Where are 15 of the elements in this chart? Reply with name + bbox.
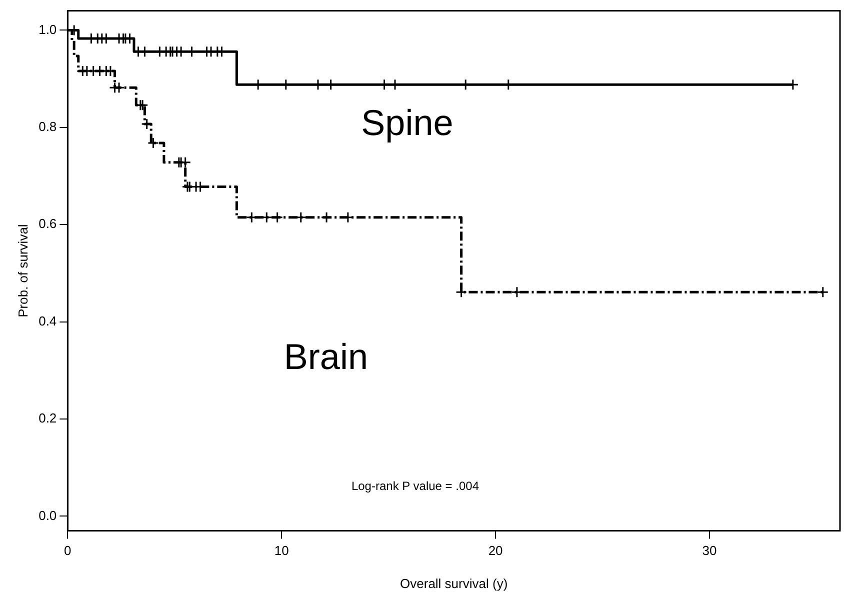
- annotation: Log-rank P value = .004: [351, 479, 480, 494]
- x-tick-label: 30: [702, 542, 717, 558]
- y-tick-label: 0.6: [38, 216, 57, 232]
- x-tick-label: 0: [64, 542, 72, 558]
- y-tick-label: 0.2: [38, 410, 57, 426]
- x-axis-title: Overall survival (y): [400, 576, 508, 591]
- x-tick-label: 20: [488, 542, 503, 558]
- y-tick-label: 0.4: [38, 313, 57, 328]
- y-tick-label: 0.0: [38, 508, 57, 523]
- y-tick-label: 0.8: [38, 119, 57, 134]
- y-tick-label: 1.0: [38, 22, 57, 37]
- series-label: Spine: [361, 102, 454, 144]
- y-axis-title: Prob. of survival: [15, 224, 30, 318]
- text: Brain: [284, 336, 368, 378]
- x-tick-label: 10: [274, 542, 289, 558]
